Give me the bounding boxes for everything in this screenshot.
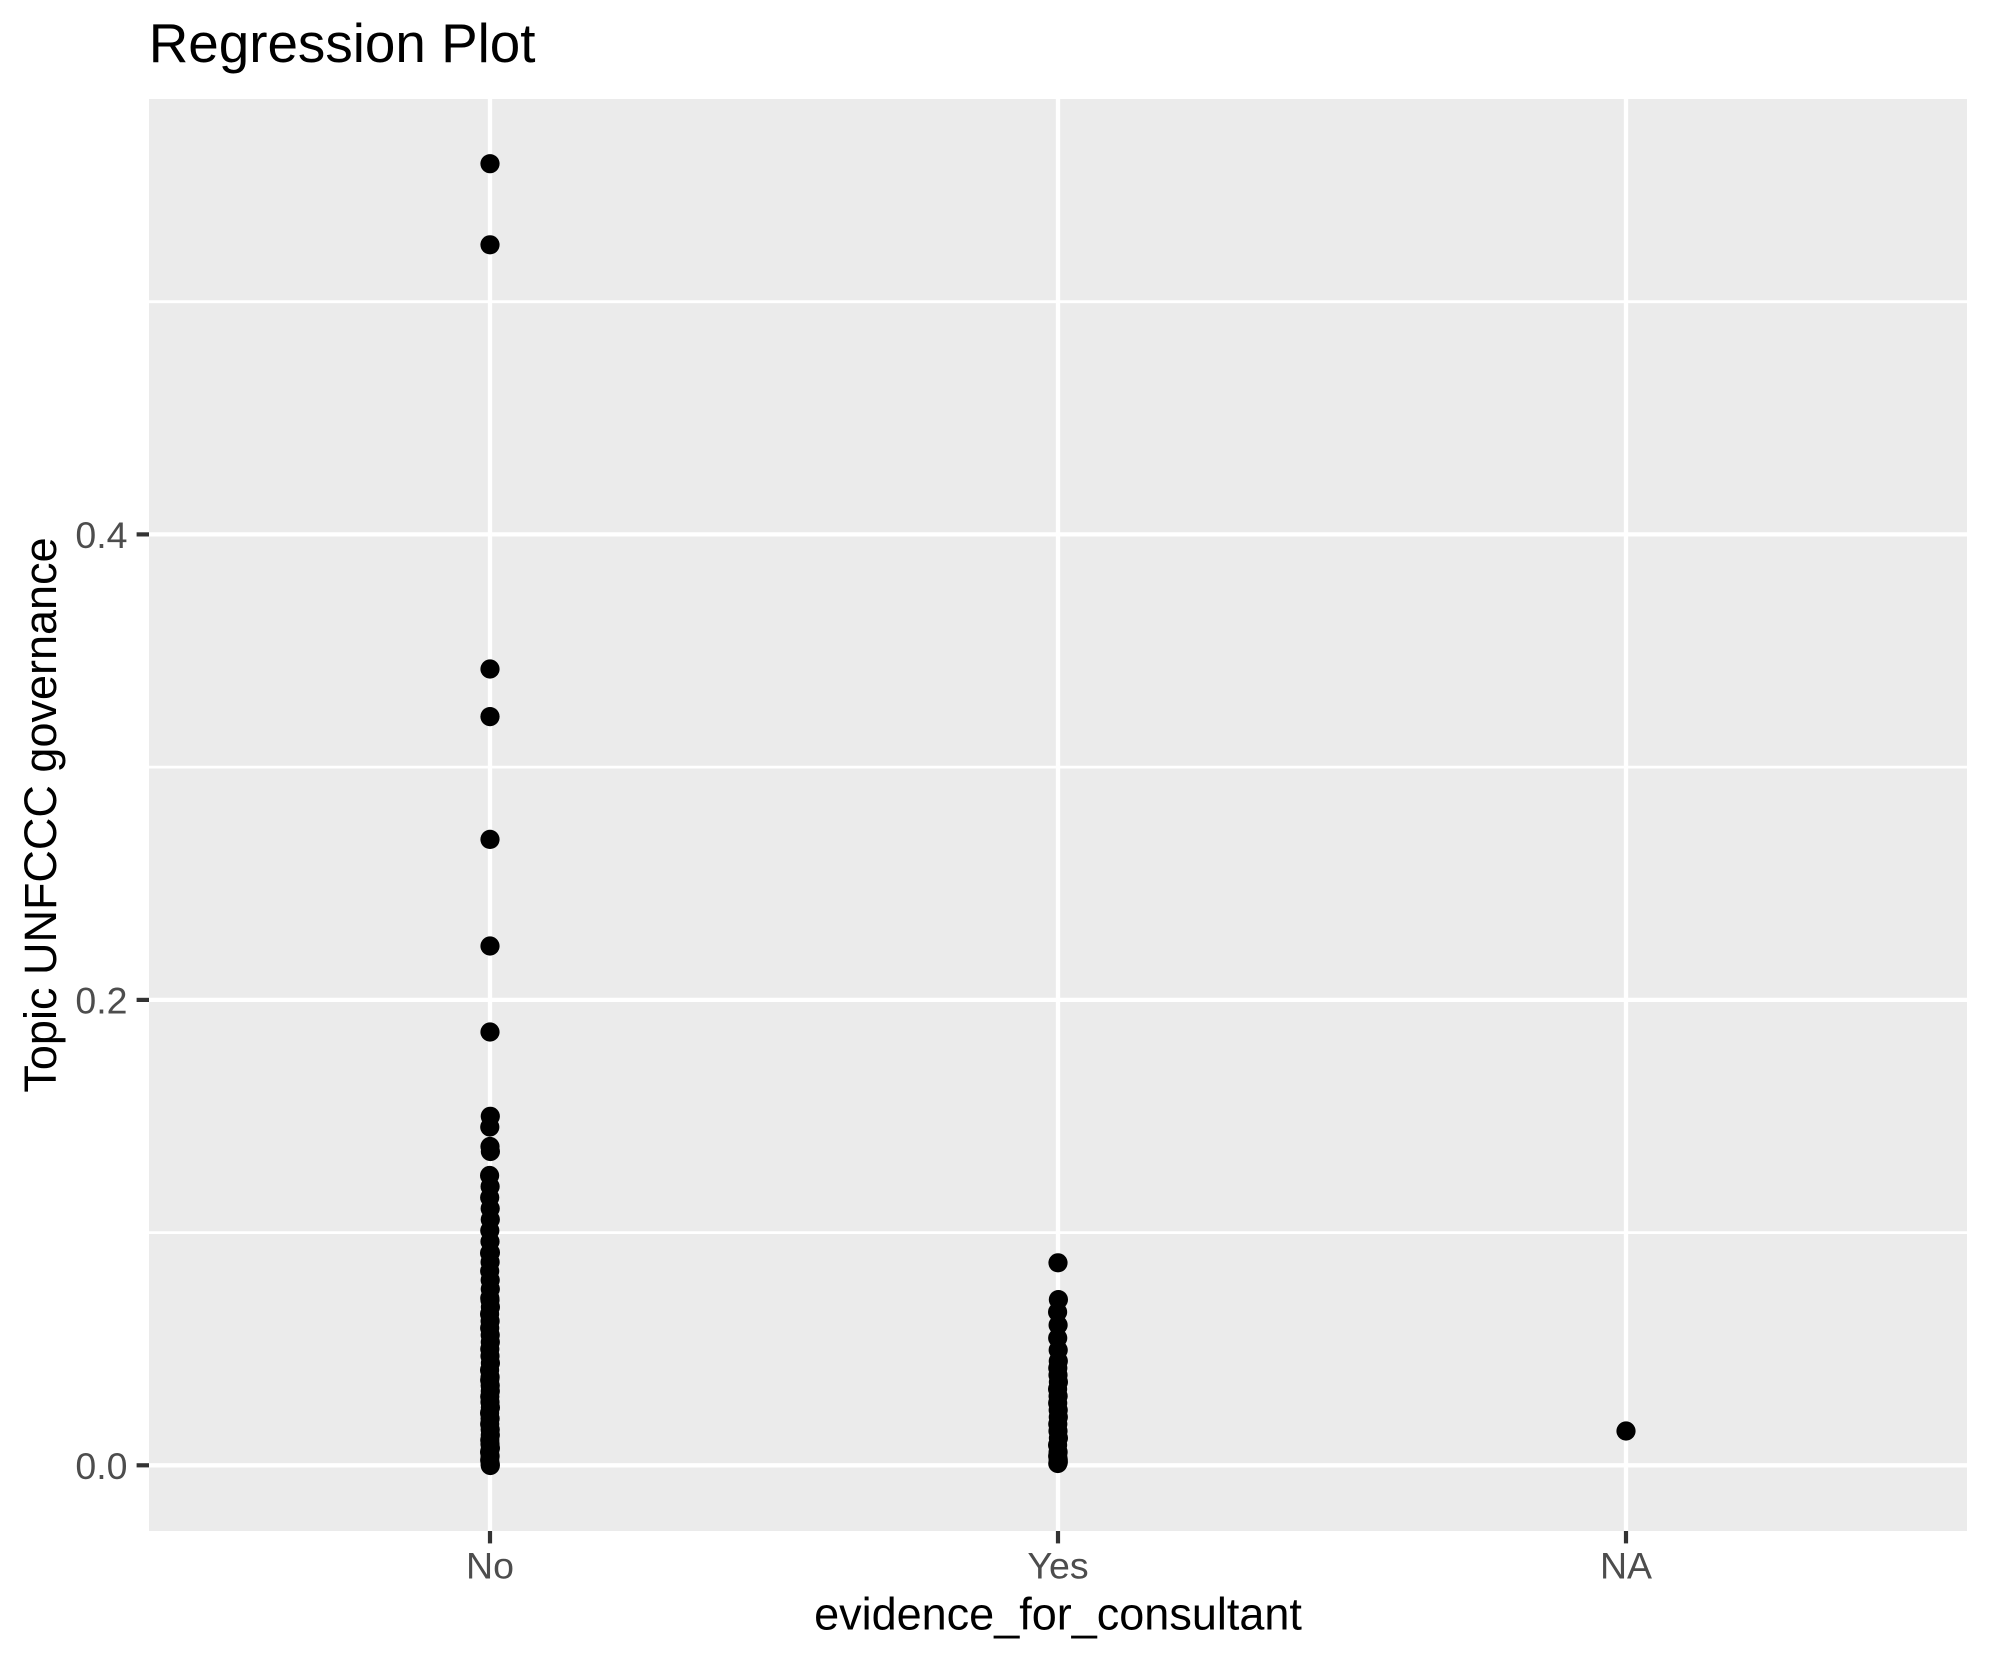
svg-text:Topic UNFCCC governance: Topic UNFCCC governance	[15, 537, 66, 1092]
svg-text:0.4: 0.4	[75, 514, 127, 556]
svg-text:0.0: 0.0	[75, 1445, 127, 1487]
svg-text:NA: NA	[1600, 1545, 1652, 1587]
svg-text:0.2: 0.2	[75, 980, 127, 1022]
svg-text:No: No	[466, 1545, 514, 1587]
svg-text:Yes: Yes	[1027, 1545, 1088, 1587]
svg-text:evidence_for_consultant: evidence_for_consultant	[814, 1589, 1302, 1640]
svg-text:Regression Plot: Regression Plot	[149, 12, 536, 74]
